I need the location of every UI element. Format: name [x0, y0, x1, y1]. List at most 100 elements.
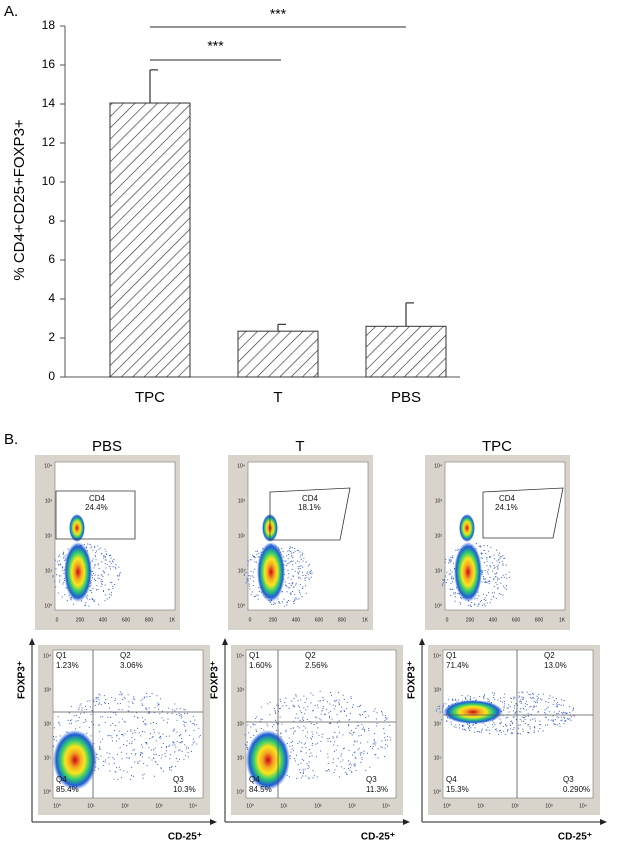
event-dot	[354, 765, 356, 767]
event-dot	[79, 704, 81, 706]
event-dot	[81, 707, 83, 709]
event-dot	[352, 754, 354, 756]
event-dot	[286, 555, 288, 557]
event-dot	[554, 719, 556, 721]
event-dot	[102, 576, 104, 578]
event-dot	[134, 730, 136, 732]
flow-y-label: FOXP3⁺	[407, 661, 418, 699]
y-tick-label: 10²	[237, 721, 245, 727]
event-dot	[462, 724, 464, 726]
event-dot	[284, 702, 286, 704]
event-dot	[502, 563, 504, 565]
event-dot	[510, 721, 512, 723]
event-dot	[446, 571, 448, 573]
event-dot	[499, 556, 501, 558]
event-dot	[305, 561, 307, 563]
event-dot	[81, 709, 83, 711]
event-dot	[502, 564, 504, 566]
event-dot	[140, 754, 142, 756]
event-dot	[506, 577, 508, 579]
event-dot	[288, 573, 290, 575]
event-dot	[320, 750, 322, 752]
event-dot	[108, 703, 110, 705]
event-dot	[474, 731, 476, 733]
event-dot	[502, 574, 504, 576]
event-dot	[468, 730, 470, 732]
y-tick-label: 10¹	[435, 568, 443, 574]
event-dot	[521, 716, 523, 718]
event-dot	[561, 699, 563, 701]
event-dot	[312, 710, 314, 712]
event-dot	[537, 711, 539, 713]
event-dot	[285, 560, 287, 562]
event-dot	[489, 577, 491, 579]
event-dot	[130, 730, 132, 732]
event-dot	[487, 573, 489, 575]
event-dot	[91, 546, 93, 548]
event-dot	[258, 587, 260, 589]
event-dot	[320, 740, 322, 742]
event-dot	[505, 725, 507, 727]
event-dot	[532, 693, 534, 695]
event-dot	[79, 726, 81, 728]
event-dot	[90, 714, 92, 716]
event-dot	[112, 722, 114, 724]
event-dot	[144, 697, 146, 699]
event-dot	[106, 752, 108, 754]
event-dot	[530, 706, 532, 708]
event-dot	[297, 572, 299, 574]
event-dot	[171, 713, 173, 715]
event-dot	[286, 585, 288, 587]
event-dot	[103, 760, 105, 762]
event-dot	[322, 697, 324, 699]
event-dot	[547, 706, 549, 708]
event-dot	[254, 556, 256, 558]
event-dot	[346, 715, 348, 717]
event-dot	[329, 721, 331, 723]
event-dot	[492, 570, 494, 572]
event-dot	[284, 605, 286, 607]
event-dot	[299, 593, 301, 595]
event-dot	[287, 563, 289, 565]
event-dot	[552, 721, 554, 723]
event-dot	[445, 575, 447, 577]
event-dot	[154, 761, 156, 763]
event-dot	[252, 580, 254, 582]
event-dot	[250, 559, 252, 561]
event-dot	[291, 568, 293, 570]
event-dot	[451, 578, 453, 580]
event-dot	[168, 745, 170, 747]
event-dot	[59, 579, 61, 581]
event-dot	[474, 598, 476, 600]
event-dot	[544, 709, 546, 711]
event-dot	[254, 724, 256, 726]
event-dot	[141, 746, 143, 748]
quadrant-percent: 15.3%	[446, 785, 469, 794]
event-dot	[295, 694, 297, 696]
quadrant-name: Q2	[544, 651, 555, 660]
event-dot	[359, 752, 361, 754]
y-tick-label: 10⁰	[434, 603, 442, 609]
x-tick-label: 10²	[314, 803, 322, 809]
event-dot	[297, 577, 299, 579]
event-dot	[137, 717, 139, 719]
event-dot	[474, 604, 476, 606]
event-dot	[472, 724, 474, 726]
event-dot	[470, 606, 472, 608]
event-dot	[101, 584, 103, 586]
quadrant-percent: 84.5%	[249, 785, 272, 794]
event-dot	[566, 718, 568, 720]
event-dot	[184, 730, 186, 732]
event-dot	[289, 745, 291, 747]
event-dot	[63, 572, 65, 574]
event-dot	[110, 735, 112, 737]
event-dot	[344, 711, 346, 713]
event-dot	[292, 704, 294, 706]
event-dot	[452, 592, 454, 594]
event-dot	[357, 706, 359, 708]
event-dot	[121, 733, 123, 735]
event-dot	[486, 595, 488, 597]
event-dot	[103, 555, 105, 557]
event-dot	[484, 597, 486, 599]
event-dot	[334, 769, 336, 771]
